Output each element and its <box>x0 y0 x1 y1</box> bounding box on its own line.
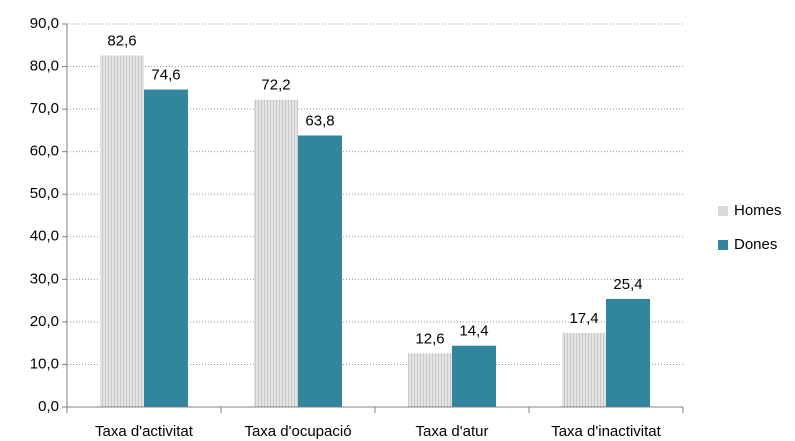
bar <box>452 345 496 407</box>
x-tick-label: Taxa d'atur <box>416 423 489 440</box>
data-label: 82,6 <box>107 32 136 49</box>
bar <box>144 89 188 407</box>
y-tick-label: 50,0 <box>30 185 59 202</box>
data-label: 12,6 <box>415 330 444 347</box>
x-tick-label: Taxa d'inactivitat <box>551 423 661 440</box>
legend-label: Homes <box>734 202 782 219</box>
y-tick-label: 70,0 <box>30 100 59 117</box>
y-tick-label: 0,0 <box>38 398 59 415</box>
bar <box>100 55 144 407</box>
bar <box>606 298 650 407</box>
y-tick-label: 80,0 <box>30 58 59 75</box>
data-label: 74,6 <box>151 67 180 84</box>
y-tick-label: 90,0 <box>30 15 59 32</box>
data-label: 25,4 <box>613 276 642 293</box>
legend-label: Dones <box>734 236 777 253</box>
data-label: 72,2 <box>261 77 290 94</box>
legend-swatch <box>718 206 728 216</box>
y-tick-label: 20,0 <box>30 313 59 330</box>
x-tick-label: Taxa d'activitat <box>95 423 194 440</box>
y-tick-label: 10,0 <box>30 355 59 372</box>
bar <box>254 99 298 407</box>
y-tick-label: 60,0 <box>30 143 59 160</box>
y-tick-label: 40,0 <box>30 228 59 245</box>
bar <box>562 332 606 407</box>
bar <box>298 135 342 408</box>
data-label: 14,4 <box>459 323 488 340</box>
legend-swatch <box>718 240 728 250</box>
y-tick-label: 30,0 <box>30 270 59 287</box>
x-tick-label: Taxa d'ocupació <box>244 423 351 440</box>
bar <box>408 353 452 407</box>
data-label: 17,4 <box>569 310 598 327</box>
data-label: 63,8 <box>305 112 334 129</box>
